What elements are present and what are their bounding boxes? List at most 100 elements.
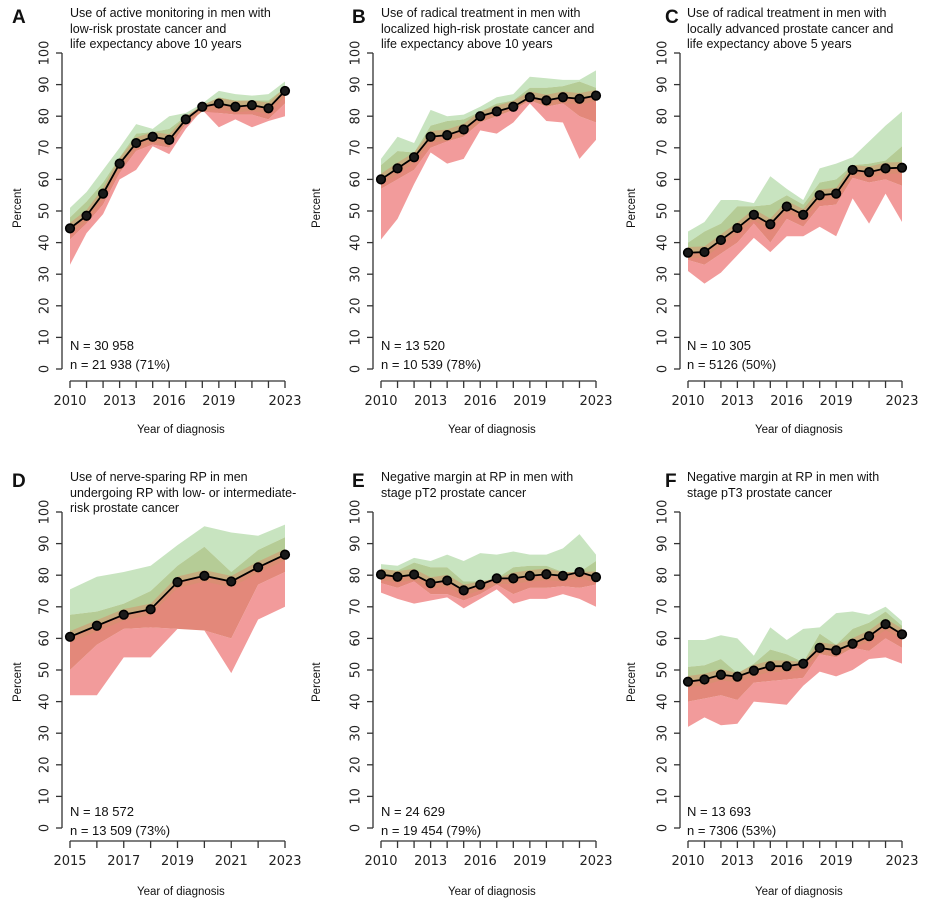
band-green-outer — [688, 606, 902, 674]
y-tick-label: 0 — [656, 365, 671, 373]
panel-a: 0 10 20 30 40 50 60 70 80 90 100 2010 2013 2016 2019 20… — [0, 0, 315, 454]
data-point — [831, 645, 842, 656]
x-tick-label: 2013 — [414, 854, 447, 869]
y-tick-label: 60 — [38, 171, 53, 188]
band-red-outer — [688, 638, 902, 727]
data-point — [375, 174, 387, 185]
data-point — [145, 604, 156, 615]
band-red-outer — [381, 581, 596, 609]
y-tick-label: 100 — [656, 41, 671, 66]
data-point — [574, 566, 585, 578]
data-point — [226, 576, 237, 587]
data-point — [732, 671, 743, 682]
data-point — [524, 92, 535, 103]
y-tick-label: 20 — [349, 298, 364, 315]
data-point — [682, 676, 694, 687]
data-point — [590, 571, 602, 583]
y-tick-label: 20 — [656, 298, 671, 315]
y-tick-label: 30 — [38, 725, 53, 742]
data-point — [590, 90, 602, 101]
x-tick-label: 2010 — [671, 854, 704, 869]
data-point — [475, 579, 486, 590]
x-tick-label: 2016 — [464, 854, 497, 869]
x-tick-label: 2019 — [820, 394, 853, 409]
y-tick-label: 80 — [349, 567, 364, 584]
panel-d-plot: 0 10 20 30 40 50 60 70 80 90 100 2015 2017 2019 2021 20… — [38, 500, 302, 869]
panel-f: 0 10 20 30 40 50 60 70 80 90 100 2010 2013 2016 2019 20… — [626, 454, 945, 908]
x-tick-label: 2016 — [464, 394, 497, 409]
data-point — [425, 131, 436, 142]
included-count: n = 21 938 (71%) — [70, 357, 171, 372]
y-tick-label: 60 — [349, 630, 364, 647]
total-count: N = 24 629 — [381, 804, 445, 819]
x-tick-label: 2015 — [53, 854, 86, 869]
data-point — [253, 562, 264, 573]
y-tick-label: 10 — [656, 329, 671, 346]
y-tick-label: 30 — [656, 266, 671, 283]
x-tick-label: 2019 — [513, 854, 546, 869]
y-tick-label: 80 — [38, 108, 53, 125]
x-tick-label: 2010 — [364, 394, 397, 409]
y-tick-label: 90 — [38, 535, 53, 552]
panel-title: Use of nerve-sparing RP in men undergoin… — [70, 470, 297, 515]
data-point — [425, 578, 436, 589]
data-point — [699, 674, 710, 685]
data-point — [392, 163, 403, 174]
y-axis-label: Percent — [626, 662, 638, 702]
y-tick-label: 70 — [656, 140, 671, 157]
data-point — [574, 93, 585, 104]
data-point — [491, 106, 502, 117]
y-tick-label: 50 — [656, 662, 671, 679]
data-point — [682, 247, 694, 258]
band-green-outer — [70, 81, 285, 218]
x-tick-label: 2023 — [579, 854, 612, 869]
y-tick-label: 30 — [349, 725, 364, 742]
y-tick-label: 40 — [349, 234, 364, 251]
data-point — [715, 234, 727, 246]
y-tick-label: 90 — [656, 535, 671, 552]
panel-letter: A — [12, 7, 26, 28]
y-tick-label: 70 — [349, 599, 364, 616]
x-tick-label: 2013 — [414, 394, 447, 409]
panel-letter: E — [352, 471, 365, 492]
y-tick-label: 70 — [656, 599, 671, 616]
y-tick-label: 70 — [38, 140, 53, 157]
y-tick-label: 90 — [349, 535, 364, 552]
panel-e-plot: 0 10 20 30 40 50 60 70 80 90 100 2010 2013 2016 2019 20… — [349, 500, 613, 869]
y-tick-label: 0 — [38, 824, 53, 832]
data-point — [64, 223, 76, 234]
data-point — [732, 222, 743, 234]
band-green-outer — [381, 70, 596, 166]
x-axis-label: Year of diagnosis — [448, 424, 536, 436]
y-tick-label: 90 — [349, 76, 364, 93]
y-tick-label: 50 — [656, 203, 671, 220]
x-axis-label: Year of diagnosis — [755, 424, 843, 436]
band-green-inner — [381, 560, 596, 591]
data-point — [508, 101, 519, 112]
included-count: n = 5126 (50%) — [687, 357, 777, 372]
band-red-inner — [70, 90, 285, 240]
y-tick-label: 100 — [38, 41, 53, 66]
data-point — [442, 130, 453, 141]
panel-e: 0 10 20 30 40 50 60 70 80 90 100 2010 2013 2016 2019 20… — [311, 454, 630, 908]
panel-title: Negative margin at RP in men with stage … — [687, 470, 880, 500]
data-point — [114, 158, 125, 169]
band-green-inner — [70, 87, 285, 229]
y-tick-label: 100 — [349, 41, 364, 66]
data-point — [814, 642, 825, 653]
data-point — [164, 134, 175, 145]
total-count: N = 10 305 — [687, 338, 751, 353]
panel-b: 0 10 20 30 40 50 60 70 80 90 100 2010 2013 2016 2019 20… — [311, 0, 630, 454]
data-point — [541, 569, 552, 580]
data-point — [375, 569, 387, 580]
y-tick-label: 50 — [38, 203, 53, 220]
x-axis-label: Year of diagnosis — [448, 886, 536, 898]
y-tick-label: 70 — [38, 599, 53, 616]
band-overlap — [70, 87, 285, 235]
y-tick-label: 10 — [38, 788, 53, 805]
y-tick-label: 50 — [349, 203, 364, 220]
y-tick-label: 0 — [349, 365, 364, 373]
data-point — [263, 103, 274, 114]
y-axis-label: Percent — [311, 188, 323, 228]
data-point — [748, 665, 759, 676]
